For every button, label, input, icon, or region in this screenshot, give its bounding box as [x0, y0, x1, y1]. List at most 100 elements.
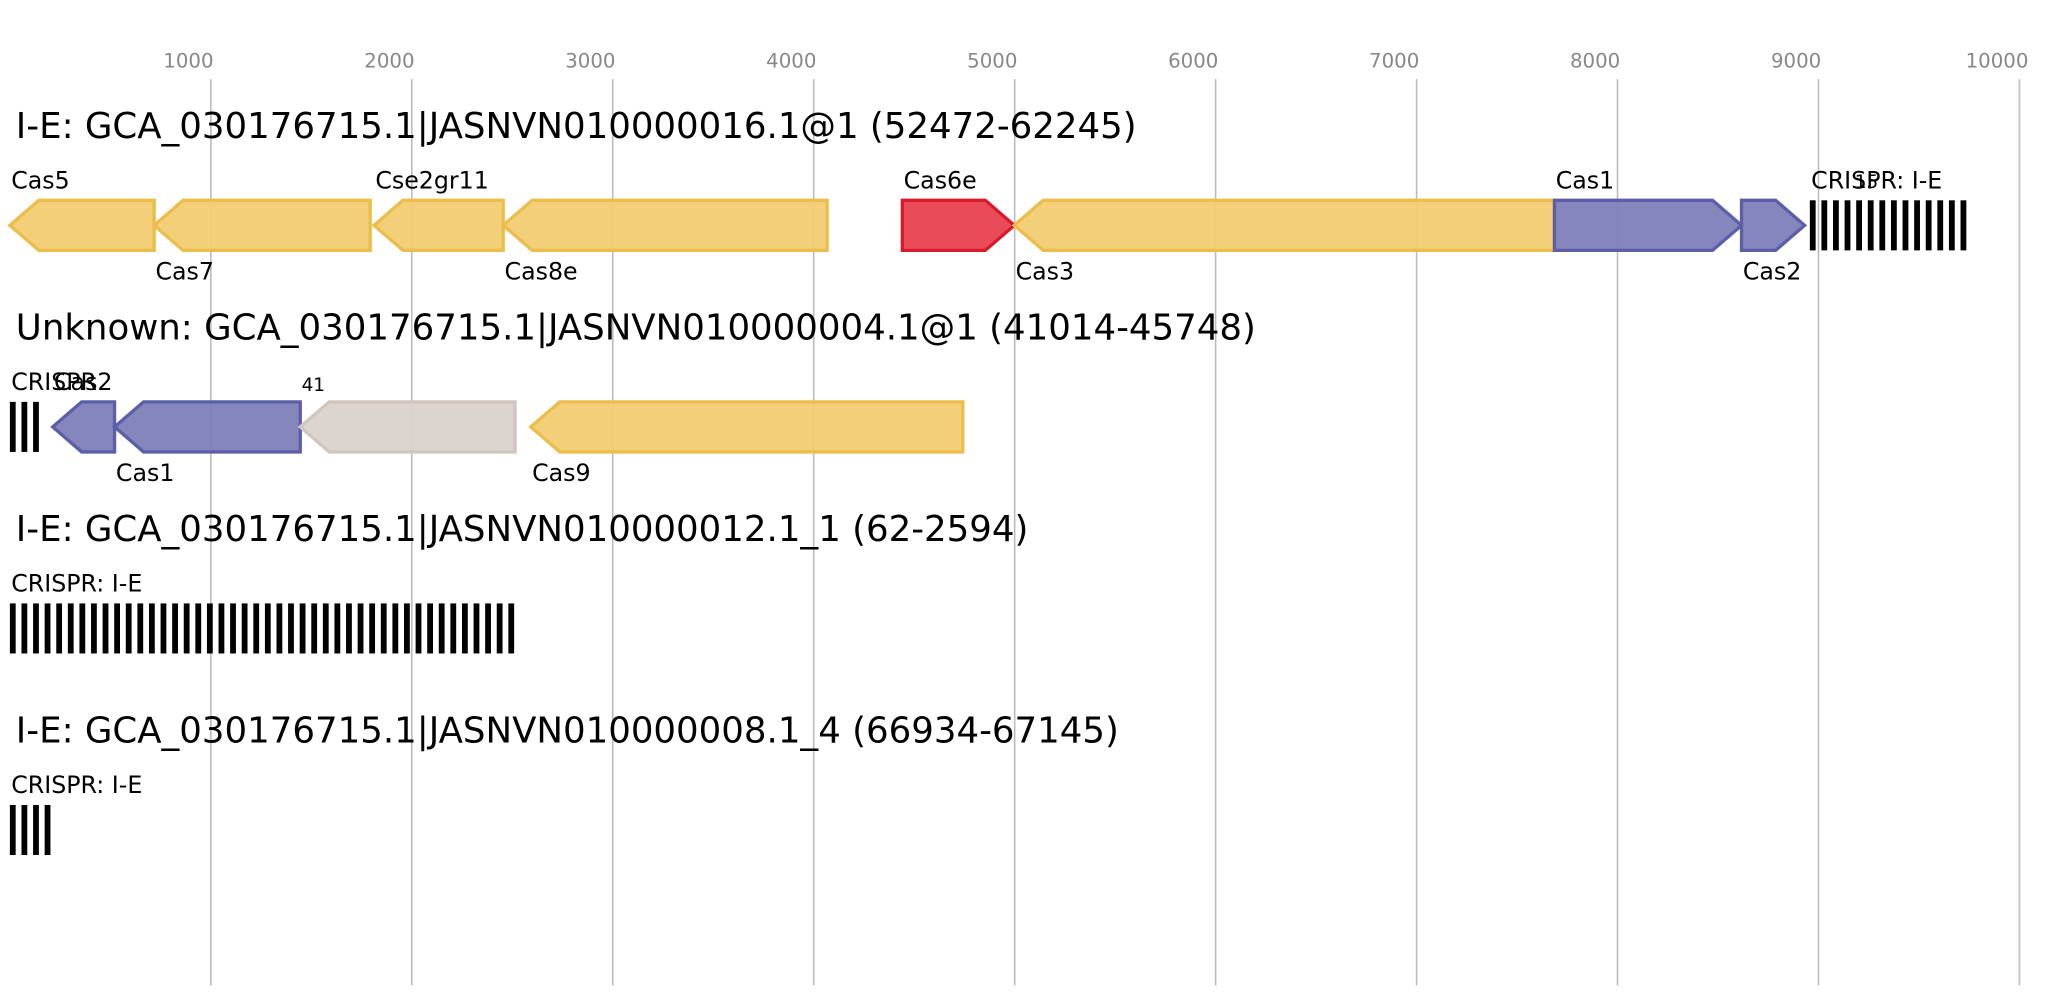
gene — [528, 400, 965, 454]
crispr-repeat — [125, 603, 132, 654]
tick-label: 1000 — [163, 49, 213, 72]
crispr-repeat — [404, 603, 410, 654]
gene — [1011, 198, 1557, 253]
crispr-repeat — [415, 603, 422, 654]
gene — [151, 198, 372, 253]
crispr-repeat — [67, 603, 74, 654]
crispr-repeat — [253, 603, 260, 654]
crispr-array — [9, 401, 39, 452]
tick-label: 5000 — [967, 49, 1017, 72]
gene — [297, 400, 517, 454]
gene — [1739, 198, 1808, 253]
track-title: Unknown: GCA_030176715.1|JASNVN010000004… — [16, 307, 1256, 348]
feature-label: Cas1 — [116, 459, 175, 487]
crispr-repeat — [9, 401, 16, 452]
crispr-repeat — [206, 603, 213, 654]
crispr-array — [1809, 200, 1967, 251]
crispr-repeat — [44, 603, 51, 654]
tick-label: 7000 — [1369, 49, 1419, 72]
gene — [371, 198, 505, 253]
crispr-repeat — [346, 603, 352, 654]
crispr-repeat — [311, 603, 318, 654]
feature-label: Cas7 — [155, 257, 214, 285]
crispr-repeat — [172, 603, 178, 654]
crispr-repeat — [427, 603, 433, 654]
crispr-repeat — [21, 401, 28, 452]
feature-label: Cas5 — [11, 166, 70, 194]
crispr-repeat — [21, 603, 28, 654]
crispr-repeat — [9, 804, 16, 856]
crispr-repeat — [1879, 200, 1886, 251]
crispr-repeat — [21, 804, 28, 856]
track-title: I-E: GCA_030176715.1|JASNVN010000012.1_1… — [16, 509, 1029, 550]
feature-label: Cas3 — [1016, 257, 1075, 285]
gene — [900, 198, 1017, 253]
gene — [112, 400, 302, 454]
crispr-repeat — [1867, 200, 1874, 251]
feature-label: Cas6e — [904, 166, 977, 194]
crispr-repeat — [114, 603, 121, 654]
crispr-repeat — [461, 603, 468, 654]
gene — [50, 400, 117, 454]
crispr-repeat — [369, 603, 376, 654]
crispr-repeat — [148, 603, 155, 654]
crispr-repeat — [496, 603, 503, 654]
crispr-repeat — [195, 603, 202, 654]
tick-label: 4000 — [766, 49, 816, 72]
crispr-repeat — [91, 603, 97, 654]
crispr-repeat — [1890, 200, 1897, 251]
crispr-repeat — [183, 603, 190, 654]
gene — [500, 198, 829, 253]
feature-label: 41 — [302, 375, 325, 396]
feature-label: Cas1 — [1556, 166, 1615, 194]
crispr-repeat — [357, 603, 364, 654]
crispr-repeat — [1821, 200, 1828, 251]
feature-label: Cas2 — [1743, 257, 1802, 285]
crispr-repeat — [9, 603, 16, 654]
crispr-repeat — [334, 603, 341, 654]
tick-label: 2000 — [364, 49, 414, 72]
crispr-repeat — [137, 603, 144, 654]
feature-label: CRISPR: I-E — [11, 569, 142, 597]
crispr-repeat — [241, 603, 248, 654]
crispr-repeat — [1844, 200, 1851, 251]
tick-label: 8000 — [1570, 49, 1620, 72]
crispr-array — [9, 603, 515, 654]
crispr-repeat — [276, 603, 283, 654]
crispr-repeat — [322, 603, 329, 654]
crispr-array — [9, 804, 51, 856]
crispr-repeat — [56, 603, 63, 654]
crispr-repeat — [438, 603, 445, 654]
crispr-repeat — [1914, 200, 1920, 251]
crispr-repeat — [1833, 200, 1839, 251]
crispr-repeat — [473, 603, 480, 654]
crispr-repeat — [299, 603, 306, 654]
crispr-repeat — [485, 603, 491, 654]
tick-label: 10000 — [1966, 49, 2029, 72]
crispr-repeat — [33, 401, 39, 452]
crispr-repeat — [1937, 200, 1944, 251]
crispr-repeat — [1948, 200, 1955, 251]
gene — [1552, 198, 1745, 253]
crispr-repeat — [508, 603, 515, 654]
feature-label: Cas8e — [505, 257, 578, 285]
crispr-repeat — [230, 603, 236, 654]
crispr-repeat — [160, 603, 167, 654]
crispr-repeat — [1902, 200, 1909, 251]
crispr-repeat — [218, 603, 225, 654]
crispr-repeat — [79, 603, 86, 654]
crispr-repeat — [102, 603, 109, 654]
crispr-repeat — [33, 804, 39, 856]
track-title: I-E: GCA_030176715.1|JASNVN010000016.1@1… — [16, 106, 1137, 147]
tick-label: 9000 — [1771, 49, 1821, 72]
feature-label: CRISPR: I-E — [11, 771, 142, 799]
crispr-repeat — [1809, 200, 1816, 251]
crispr-repeat — [33, 603, 39, 654]
tick-label: 6000 — [1168, 49, 1218, 72]
feature-label: Cas9 — [532, 459, 591, 487]
tick-label: 3000 — [565, 49, 615, 72]
crispr-repeat — [380, 603, 387, 654]
track-title: I-E: GCA_030176715.1|JASNVN010000008.1_4… — [16, 711, 1119, 752]
